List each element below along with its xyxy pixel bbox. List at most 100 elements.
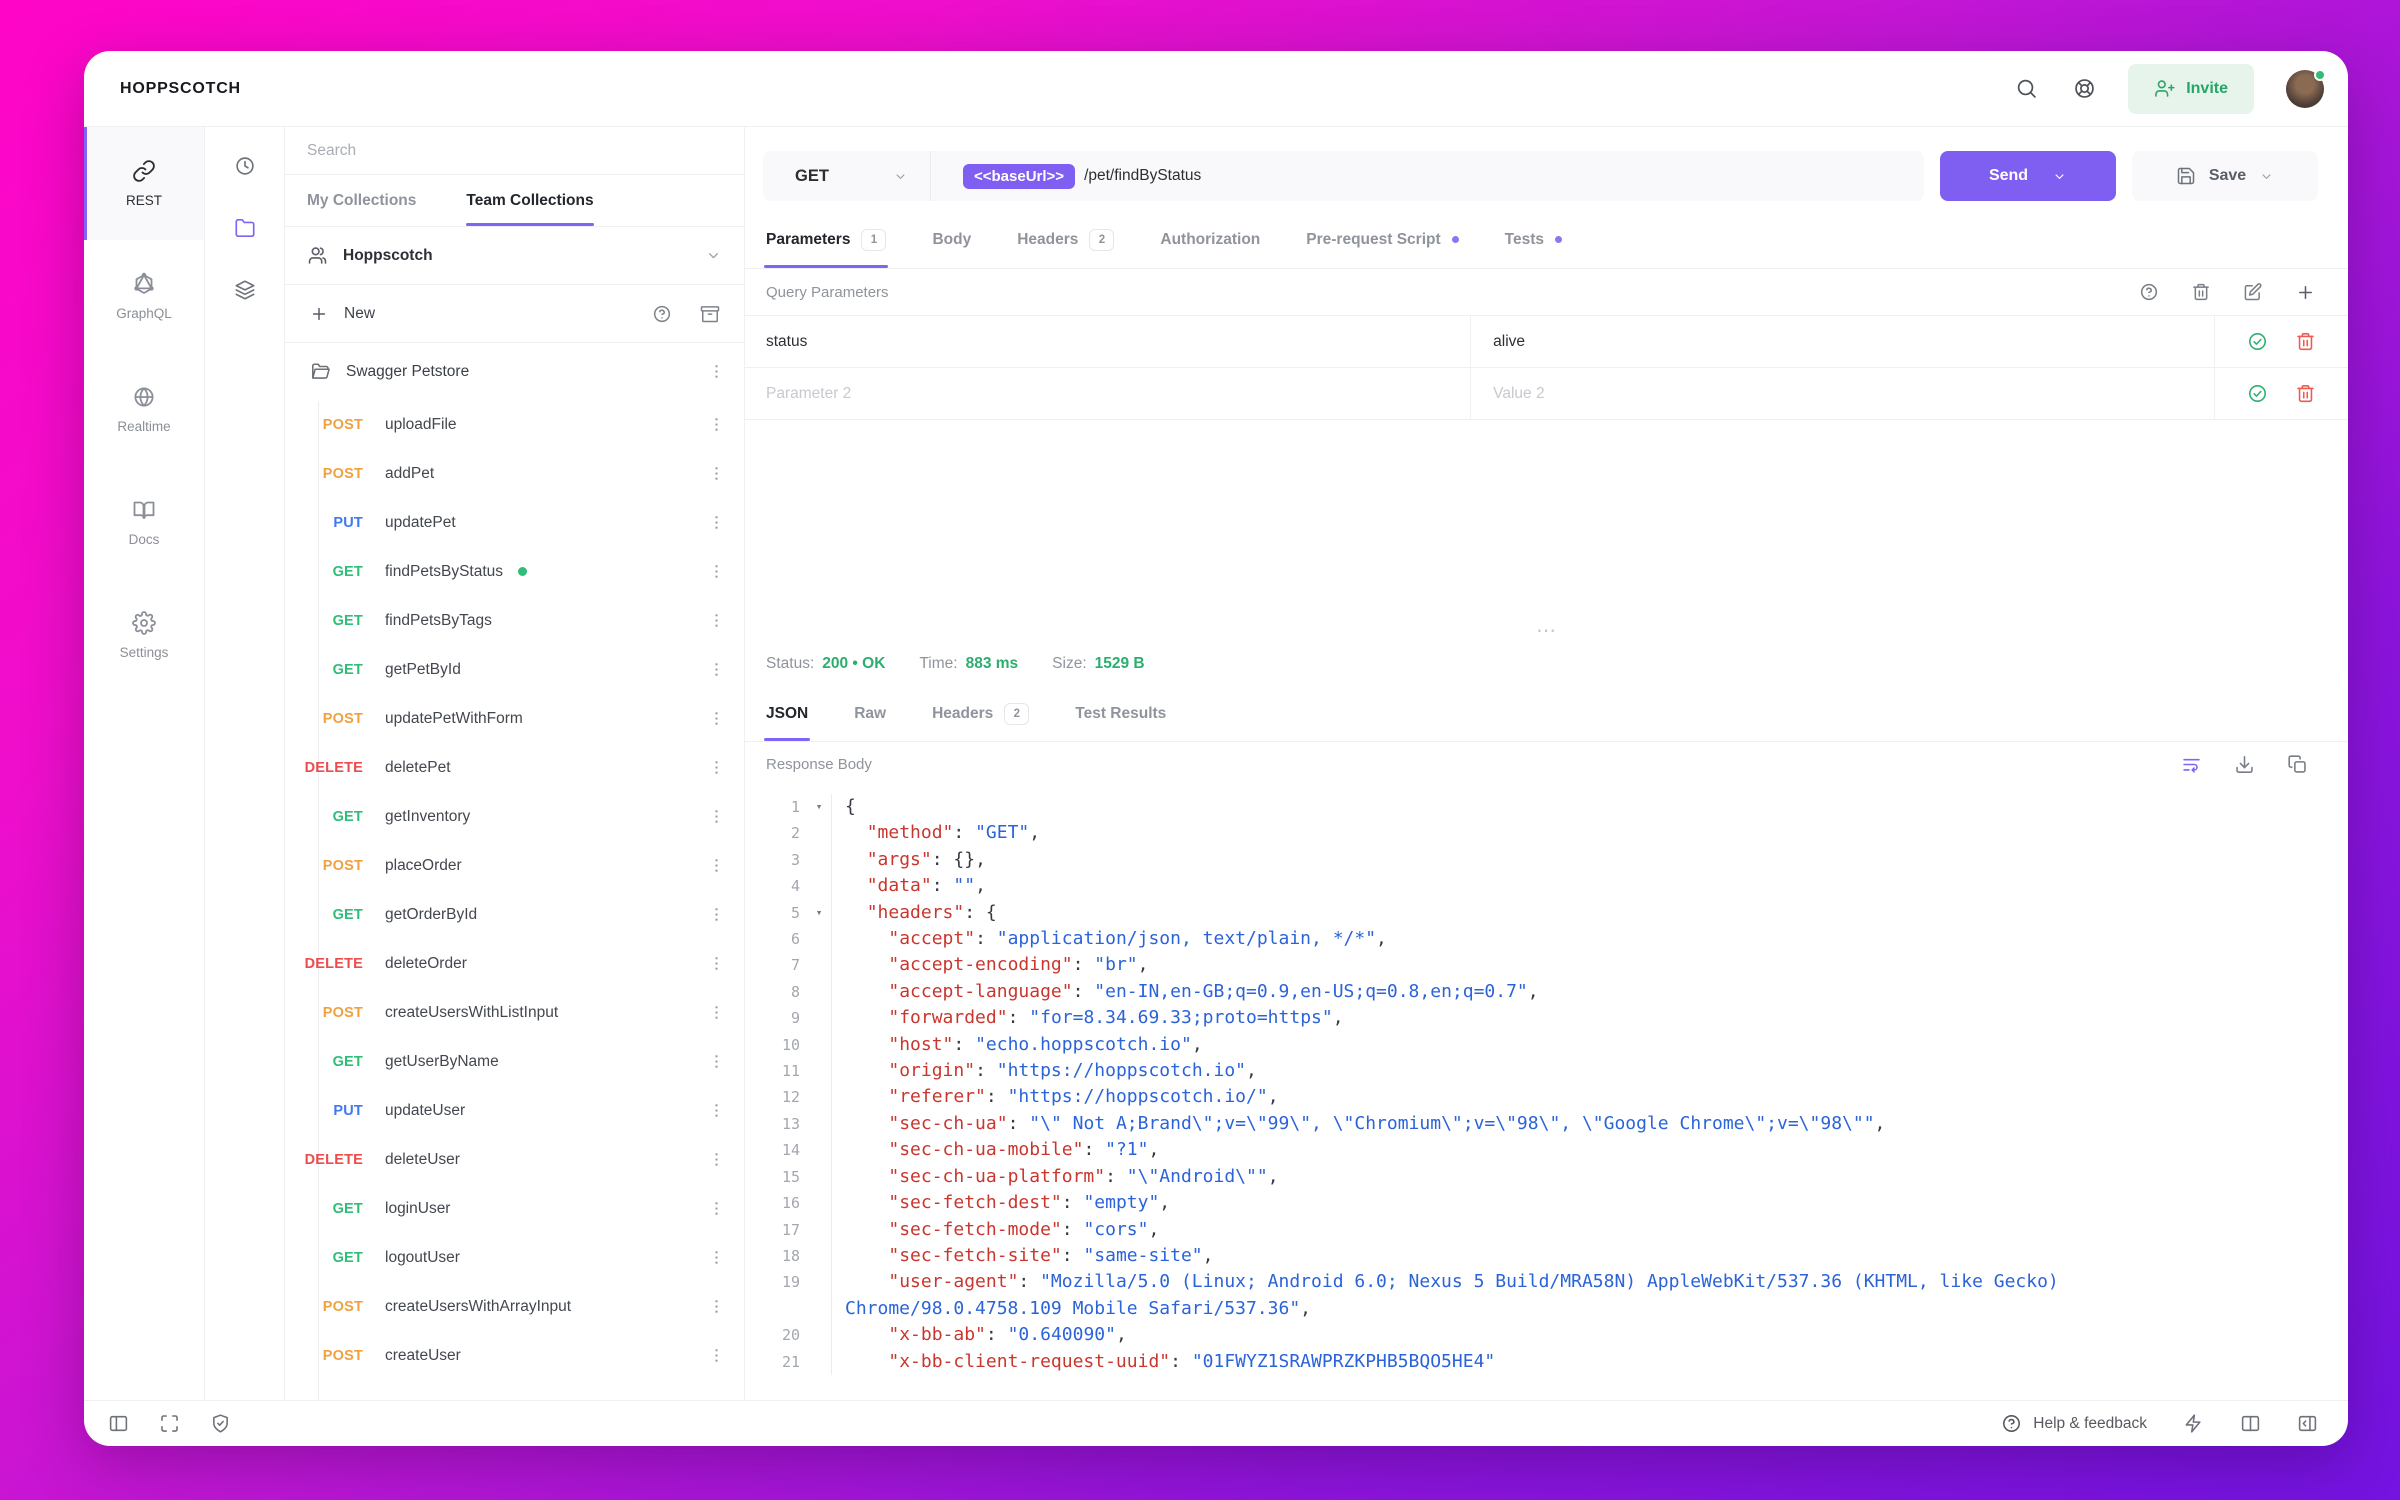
search-input[interactable] — [285, 127, 744, 174]
request-tab-authorization[interactable]: Authorization — [1160, 230, 1261, 248]
request-item-findpetsbytags[interactable]: GET findPetsByTags — [285, 596, 744, 645]
plus-icon[interactable] — [309, 304, 329, 324]
bulk-edit-icon[interactable] — [2243, 282, 2263, 302]
request-tab-pre-request-script[interactable]: Pre-request Script — [1306, 211, 1459, 268]
param-value-input[interactable]: Value 2 — [1471, 368, 2215, 419]
more-options-icon[interactable] — [707, 513, 726, 532]
more-options-icon[interactable] — [707, 807, 726, 826]
collections-icon[interactable] — [205, 197, 284, 259]
param-delete-icon[interactable] — [2295, 383, 2316, 404]
request-item-updatepet[interactable]: PUT updatePet — [285, 498, 744, 547]
import-export-icon[interactable] — [700, 304, 720, 324]
help-circle-icon[interactable] — [2139, 282, 2159, 302]
more-options-icon[interactable] — [707, 1101, 726, 1120]
base-url-chip[interactable]: <<baseUrl>> — [963, 163, 1076, 189]
request-item-loginuser[interactable]: GET loginUser — [285, 1184, 744, 1233]
request-item-placeorder[interactable]: POST placeOrder — [285, 841, 744, 890]
column-layout-icon[interactable] — [2240, 1413, 2261, 1434]
team-selector[interactable]: Hoppscotch — [285, 227, 744, 285]
request-tab-headers[interactable]: Headers 2 — [1017, 211, 1115, 268]
request-tab-body[interactable]: Body — [932, 230, 972, 248]
request-item-deleteuser[interactable]: DELETE deleteUser — [285, 1135, 744, 1184]
param-delete-icon[interactable] — [2295, 331, 2316, 352]
pane-resize-handle[interactable]: ⋯ — [1536, 620, 1557, 642]
support-icon[interactable] — [2062, 67, 2106, 111]
method-select[interactable]: GET — [763, 151, 931, 201]
request-item-createuser[interactable]: POST createUser — [285, 1331, 744, 1380]
collapse-right-panel-icon[interactable] — [2297, 1413, 2318, 1434]
request-tab-tests[interactable]: Tests — [1505, 211, 1562, 268]
request-item-addpet[interactable]: POST addPet — [285, 449, 744, 498]
search-icon[interactable] — [2004, 67, 2048, 111]
copy-icon[interactable] — [2287, 754, 2308, 775]
response-tab-headers[interactable]: Headers 2 — [932, 686, 1030, 741]
environments-icon[interactable] — [205, 259, 284, 321]
add-param-icon[interactable] — [2295, 282, 2316, 303]
request-tab-parameters[interactable]: Parameters 1 — [763, 211, 889, 268]
more-options-icon[interactable] — [707, 562, 726, 581]
param-key-input[interactable]: Parameter 2 — [745, 368, 1472, 419]
collection-folder-swagger-petstore[interactable]: Swagger Petstore — [285, 343, 744, 400]
nav-item-settings[interactable]: Settings — [84, 579, 204, 692]
more-options-icon[interactable] — [707, 611, 726, 630]
interceptor-icon[interactable] — [210, 1413, 231, 1434]
request-item-getinventory[interactable]: GET getInventory — [285, 792, 744, 841]
shortcuts-icon[interactable] — [2183, 1413, 2204, 1434]
response-tab-json[interactable]: JSON — [763, 686, 811, 741]
more-options-icon[interactable] — [707, 758, 726, 777]
more-options-icon[interactable] — [707, 1150, 726, 1169]
new-collection-button[interactable]: New — [344, 304, 376, 322]
request-item-getorderbyid[interactable]: GET getOrderById — [285, 890, 744, 939]
history-icon[interactable] — [205, 135, 284, 197]
request-item-getpetbyid[interactable]: GET getPetById — [285, 645, 744, 694]
request-item-findpetsbystatus[interactable]: GET findPetsByStatus — [285, 547, 744, 596]
request-item-deletepet[interactable]: DELETE deletePet — [285, 743, 744, 792]
fold-arrow-icon[interactable]: ▾ — [815, 800, 823, 813]
response-tab-test-results[interactable]: Test Results — [1075, 704, 1167, 722]
collection-folder[interactable] — [285, 1388, 744, 1400]
more-options-icon[interactable] — [707, 1052, 726, 1071]
more-options-icon[interactable] — [707, 856, 726, 875]
param-key-input[interactable]: status — [745, 316, 1472, 367]
more-options-icon[interactable] — [707, 464, 726, 483]
request-item-logoutuser[interactable]: GET logoutUser — [285, 1233, 744, 1282]
clear-all-icon[interactable] — [2191, 282, 2211, 302]
param-active-toggle-icon[interactable] — [2247, 331, 2268, 352]
download-icon[interactable] — [2234, 754, 2255, 775]
more-options-icon[interactable] — [707, 954, 726, 973]
wrap-lines-icon[interactable] — [2181, 754, 2202, 775]
more-options-icon[interactable] — [707, 1297, 726, 1316]
help-feedback-button[interactable]: Help & feedback — [2001, 1413, 2147, 1434]
expand-icon[interactable] — [159, 1413, 180, 1434]
toggle-sidebar-icon[interactable] — [108, 1413, 129, 1434]
more-options-icon[interactable] — [707, 1199, 726, 1218]
more-options-icon[interactable] — [707, 415, 726, 434]
fold-arrow-icon[interactable]: ▾ — [815, 905, 823, 919]
request-item-createuserswitharrayinput[interactable]: POST createUsersWithArrayInput — [285, 1282, 744, 1331]
more-options-icon[interactable] — [707, 905, 726, 924]
invite-button[interactable]: Invite — [2128, 63, 2254, 114]
more-options-icon[interactable] — [707, 709, 726, 728]
help-circle-icon[interactable] — [652, 304, 672, 324]
save-button[interactable]: Save — [2132, 151, 2318, 201]
more-options-icon[interactable] — [707, 1346, 726, 1365]
more-options-icon[interactable] — [707, 1248, 726, 1267]
response-tab-raw[interactable]: Raw — [854, 704, 887, 722]
request-item-updatepetwithform[interactable]: POST updatePetWithForm — [285, 694, 744, 743]
request-item-createuserswithlistinput[interactable]: POST createUsersWithListInput — [285, 988, 744, 1037]
nav-item-docs[interactable]: Docs — [84, 466, 204, 579]
response-body-code[interactable]: 1 ▾{2 "method": "GET", 3 "args": {}, 4 "dat… — [745, 786, 2348, 1400]
collections-tab-my-collections[interactable]: My Collections — [307, 191, 417, 209]
request-item-updateuser[interactable]: PUT updateUser — [285, 1086, 744, 1135]
nav-item-rest[interactable]: REST — [84, 127, 204, 240]
nav-item-graphql[interactable]: GraphQL — [84, 240, 204, 353]
request-item-getuserbyname[interactable]: GET getUserByName — [285, 1037, 744, 1086]
param-active-toggle-icon[interactable] — [2247, 383, 2268, 404]
more-options-icon[interactable] — [707, 1003, 726, 1022]
request-item-deleteorder[interactable]: DELETE deleteOrder — [285, 939, 744, 988]
more-options-icon[interactable] — [707, 362, 726, 381]
nav-item-realtime[interactable]: Realtime — [84, 353, 204, 466]
user-menu[interactable] — [2286, 68, 2326, 108]
url-input[interactable]: <<baseUrl>> /pet/findByStatus — [931, 151, 1924, 201]
param-value-input[interactable]: alive — [1471, 316, 2215, 367]
